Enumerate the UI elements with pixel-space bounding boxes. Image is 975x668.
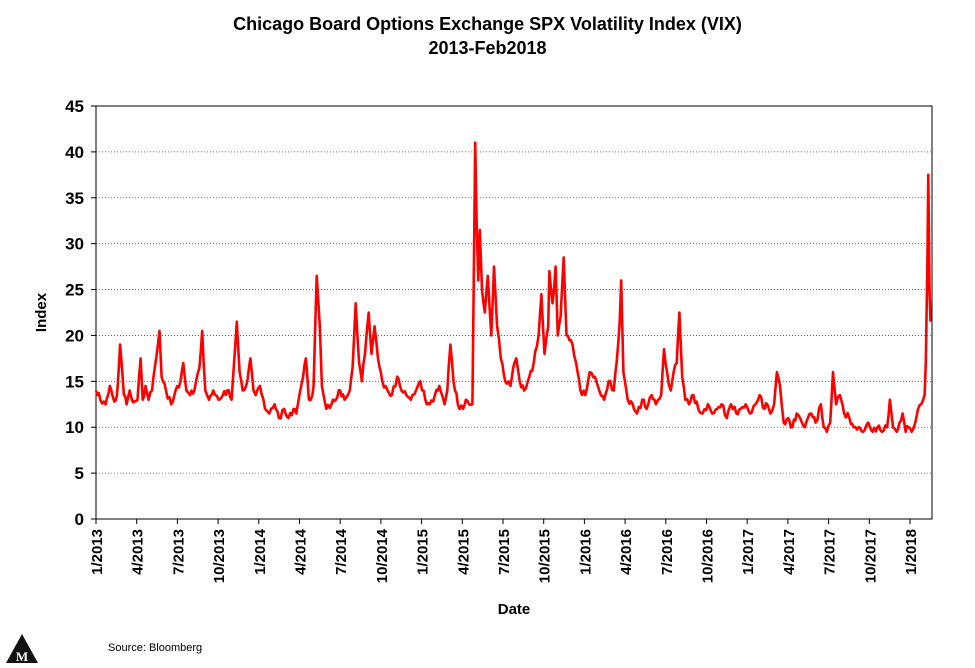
y-tick-label: 25	[65, 281, 84, 300]
y-tick-label: 0	[75, 510, 84, 529]
chart-title: Chicago Board Options Exchange SPX Volat…	[0, 12, 975, 60]
x-tick-label: 1/2014	[252, 528, 269, 575]
logo: M	[6, 632, 46, 668]
source-note: Source: Bloomberg	[108, 642, 203, 654]
x-tick-label: 7/2015	[496, 529, 513, 575]
y-tick-label: 45	[65, 97, 84, 116]
series-layer	[94, 141, 932, 434]
x-tick-label: 10/2017	[862, 529, 879, 583]
x-tick-label: 7/2014	[333, 528, 350, 575]
y-tick-label: 40	[65, 143, 84, 162]
y-tick-label: 35	[65, 189, 84, 208]
axes	[91, 105, 933, 524]
y-tick-label: 20	[65, 326, 84, 345]
x-tick-label: 4/2014	[293, 528, 310, 575]
y-axis-title: Index	[33, 292, 50, 332]
logo-mark: M	[6, 632, 46, 664]
x-tick-label: 10/2016	[700, 529, 717, 583]
x-tick-label: 7/2016	[659, 529, 676, 575]
x-tick-label: 1/2015	[415, 529, 432, 575]
x-tick-label: 10/2015	[537, 529, 554, 583]
series-line-vix	[94, 141, 932, 434]
x-tick-label: 7/2013	[170, 529, 187, 575]
logo-letter: M	[16, 649, 28, 663]
x-tick-label: 4/2015	[455, 529, 472, 575]
chart-subtitle: 2013-Feb2018	[428, 38, 547, 58]
y-tick-label: 15	[65, 372, 84, 391]
x-tick-label: 1/2017	[740, 529, 757, 575]
x-tick-label: 10/2014	[374, 528, 391, 583]
x-tick-label: 1/2018	[903, 529, 920, 575]
x-tick-label: 1/2016	[577, 529, 594, 575]
y-tick-label: 30	[65, 235, 84, 254]
axis-labels: 0 5 10 15 20 25 30 35 40 45 1/2013 4/2013 7/2013 10/2…	[33, 97, 920, 618]
x-axis-title: Date	[498, 601, 531, 618]
chart-title-line1: Chicago Board Options Exchange SPX Volat…	[233, 14, 742, 34]
x-tick-label: 7/2017	[822, 529, 839, 575]
y-tick-label: 10	[65, 418, 84, 437]
y-tick-label: 5	[75, 464, 84, 483]
plot-frame	[95, 105, 933, 520]
x-tick-label: 1/2013	[89, 529, 106, 575]
x-tick-label: 10/2013	[211, 529, 228, 583]
x-tick-label: 4/2016	[618, 529, 635, 575]
x-tick-label: 4/2017	[781, 529, 798, 575]
x-tick-label: 4/2013	[130, 529, 147, 575]
